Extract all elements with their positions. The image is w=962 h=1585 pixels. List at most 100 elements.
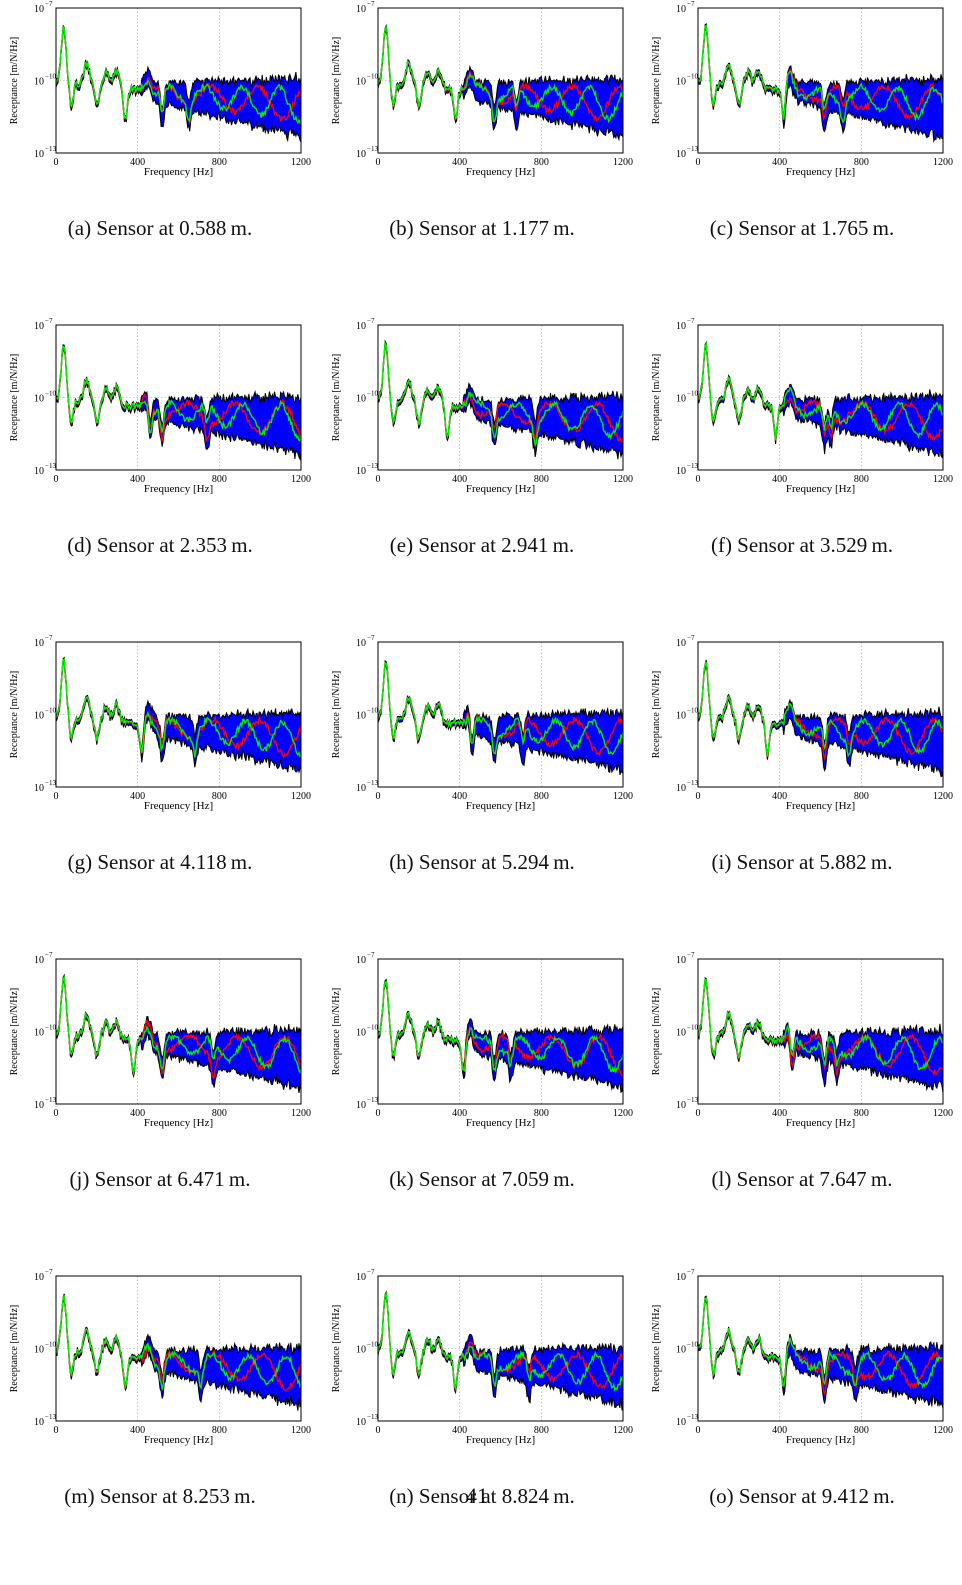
panel-caption: (h) Sensor at 5.294 m.	[389, 850, 575, 874]
x-tick-label: 1200	[613, 474, 633, 485]
svg-text:−7: −7	[687, 1268, 695, 1276]
y-tick-label: 10	[34, 1028, 44, 1039]
svg-text:−10: −10	[367, 390, 378, 398]
x-axis-label: Frequency [Hz]	[144, 483, 213, 495]
y-tick-label: 10	[676, 466, 686, 477]
y-tick-label: 10	[356, 1100, 366, 1111]
y-tick-label: 10	[356, 321, 366, 332]
x-axis-label: Frequency [Hz]	[466, 166, 535, 178]
x-tick-label: 800	[534, 791, 549, 802]
y-tick-label: 10	[34, 1272, 44, 1283]
x-tick-label: 400	[130, 1108, 145, 1119]
red-series-line	[697, 978, 944, 1076]
panel-caption: (c) Sensor at 1.765 m.	[709, 216, 895, 240]
svg-text:−10: −10	[687, 707, 698, 715]
x-tick-label: 400	[772, 157, 787, 168]
svg-text:−10: −10	[45, 390, 56, 398]
x-tick-label: 800	[212, 474, 227, 485]
panel-caption: (b) Sensor at 1.177 m.	[389, 216, 575, 240]
y-tick-label: 10	[34, 321, 44, 332]
green-series-line	[55, 1295, 302, 1390]
svg-text:−7: −7	[45, 1268, 53, 1276]
panel-b: 0 400 800 1200 10 −7 10 −10 10 −13 Frequency [Hz] R…	[322, 0, 642, 317]
x-tick-label: 800	[854, 1108, 869, 1119]
svg-text:−13: −13	[687, 145, 698, 153]
svg-text:−13: −13	[45, 1413, 56, 1421]
x-tick-label: 1200	[291, 791, 311, 802]
x-tick-label: 800	[212, 1425, 227, 1436]
y-tick-label: 10	[356, 1345, 366, 1356]
x-tick-label: 400	[130, 474, 145, 485]
svg-text:−10: −10	[45, 1341, 56, 1349]
svg-text:−13: −13	[45, 145, 56, 153]
x-tick-label: 1200	[613, 791, 633, 802]
x-tick-label: 1200	[291, 157, 311, 168]
svg-text:−10: −10	[367, 1341, 378, 1349]
y-axis-label: Receptance [m/N/Hz]	[651, 37, 662, 124]
x-axis-label: Frequency [Hz]	[786, 1117, 855, 1129]
panel-caption: (a) Sensor at 0.588 m.	[67, 216, 253, 240]
y-axis-label: Receptance [m/N/Hz]	[9, 988, 20, 1075]
panel-caption: (d) Sensor at 2.353 m.	[67, 533, 253, 557]
x-tick-label: 0	[54, 157, 59, 168]
svg-text:−10: −10	[687, 73, 698, 81]
axes-frame	[697, 958, 944, 1105]
panel-h: 0 400 800 1200 10 −7 10 −10 10 −13 Frequency [Hz] R…	[322, 634, 642, 951]
green-series-line	[697, 978, 944, 1071]
svg-text:−10: −10	[687, 390, 698, 398]
red-series-line	[55, 658, 302, 759]
y-tick-label: 10	[676, 1345, 686, 1356]
y-tick-label: 10	[676, 1028, 686, 1039]
y-axis-label: Receptance [m/N/Hz]	[651, 1305, 662, 1392]
x-tick-label: 400	[772, 1108, 787, 1119]
panel-o: 0 400 800 1200 10 −7 10 −10 10 −13 Frequency [Hz] R…	[642, 1268, 962, 1585]
axes-frame	[697, 641, 944, 788]
axes-frame	[377, 1275, 624, 1422]
green-series-line	[377, 980, 624, 1075]
y-axis-label: Receptance [m/N/Hz]	[9, 37, 20, 124]
y-tick-label: 10	[34, 1417, 44, 1428]
panel-caption: (e) Sensor at 2.941 m.	[389, 533, 575, 557]
svg-text:−13: −13	[367, 145, 378, 153]
y-axis-label: Receptance [m/N/Hz]	[331, 37, 342, 124]
svg-text:−13: −13	[687, 1096, 698, 1104]
panel-caption: (f) Sensor at 3.529 m.	[710, 533, 894, 557]
y-axis-label: Receptance [m/N/Hz]	[651, 354, 662, 441]
red-series-line	[377, 341, 624, 444]
y-tick-label: 10	[356, 1272, 366, 1283]
x-tick-label: 800	[854, 474, 869, 485]
y-axis-label: Receptance [m/N/Hz]	[331, 1305, 342, 1392]
y-tick-label: 10	[34, 711, 44, 722]
panel-i: 0 400 800 1200 10 −7 10 −10 10 −13 Frequency [Hz] R…	[642, 634, 962, 951]
x-axis-label: Frequency [Hz]	[144, 166, 213, 178]
green-series-line	[697, 1296, 944, 1389]
y-tick-label: 10	[34, 638, 44, 649]
axes-frame	[697, 7, 944, 154]
svg-text:−7: −7	[687, 317, 695, 325]
axes-frame	[377, 324, 624, 471]
panel-g: 0 400 800 1200 10 −7 10 −10 10 −13 Frequency [Hz] R…	[0, 634, 320, 951]
panel-caption: (m) Sensor at 8.253 m.	[64, 1484, 256, 1508]
green-series-line	[377, 1291, 624, 1392]
x-axis-label: Frequency [Hz]	[786, 166, 855, 178]
x-tick-label: 0	[376, 791, 381, 802]
x-tick-label: 1200	[291, 1108, 311, 1119]
y-tick-label: 10	[676, 149, 686, 160]
x-tick-label: 0	[696, 1425, 701, 1436]
svg-text:−13: −13	[45, 779, 56, 787]
x-tick-label: 1200	[933, 791, 953, 802]
x-tick-label: 400	[772, 791, 787, 802]
y-tick-label: 10	[34, 149, 44, 160]
axes-frame	[377, 641, 624, 788]
panel-k: 0 400 800 1200 10 −7 10 −10 10 −13 Frequency [Hz] R…	[322, 951, 642, 1268]
y-axis-label: Receptance [m/N/Hz]	[331, 988, 342, 1075]
y-tick-label: 10	[676, 321, 686, 332]
x-tick-label: 1200	[933, 157, 953, 168]
y-axis-label: Receptance [m/N/Hz]	[331, 354, 342, 441]
